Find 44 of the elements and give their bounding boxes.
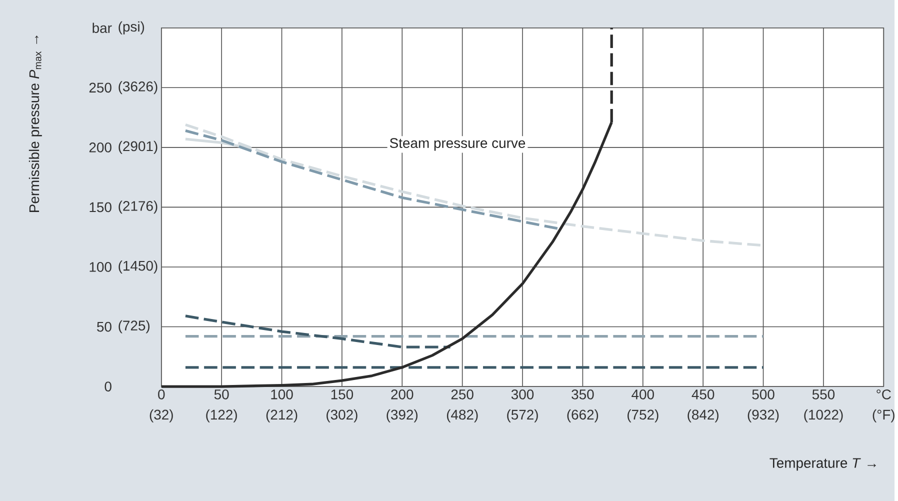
x-tick-label: 500 bbox=[752, 389, 774, 400]
y2-tick-label: (psi) bbox=[118, 21, 144, 34]
x2-tick-label: (392) bbox=[386, 409, 418, 422]
x-tick-label: 450 bbox=[692, 389, 714, 400]
y-tick-label: 250 bbox=[89, 82, 112, 93]
y2-tick-label: (725) bbox=[118, 320, 150, 334]
x-tick-label: 0 bbox=[158, 389, 165, 400]
x-tick-label: 350 bbox=[572, 389, 594, 400]
y2-tick-label: (2901) bbox=[118, 140, 158, 154]
x-tick-label: °C bbox=[876, 389, 891, 400]
y-tick-label: 200 bbox=[89, 142, 112, 152]
x2-tick-label: (1022) bbox=[804, 409, 843, 422]
annotation: Steam pressure curve bbox=[390, 138, 526, 151]
x2-tick-label: (662) bbox=[567, 409, 598, 422]
y2-tick-label: (1450) bbox=[118, 260, 158, 274]
x2-tick-label: (°F) bbox=[872, 409, 894, 422]
x2-tick-label: (752) bbox=[628, 409, 658, 422]
x-tick-label: 550 bbox=[812, 389, 835, 400]
x2-tick-label: (572) bbox=[507, 409, 538, 422]
line-series bbox=[184, 314, 452, 348]
line-series bbox=[184, 129, 560, 230]
x2-tick-label: (212) bbox=[266, 409, 298, 422]
x-tick-label: 250 bbox=[451, 389, 474, 400]
x-tick-label: 100 bbox=[271, 389, 293, 400]
x-tick-label: 50 bbox=[214, 389, 229, 400]
x-axis-title: Temperature T → bbox=[770, 458, 876, 471]
x2-tick-label: (842) bbox=[688, 409, 718, 422]
x2-tick-label: (932) bbox=[748, 409, 779, 422]
y2-tick-label: (3626) bbox=[118, 81, 158, 94]
x2-tick-label: (32) bbox=[150, 409, 173, 422]
y-tick-label: 150 bbox=[90, 202, 112, 212]
y-axis-title: Permissible pressure P$_{max}$ → bbox=[28, 36, 42, 212]
y-tick-label: 50 bbox=[97, 322, 112, 332]
x2-tick-label: (302) bbox=[326, 409, 358, 422]
x2-tick-label: (482) bbox=[446, 409, 478, 422]
x-tick-label: 200 bbox=[391, 389, 414, 400]
y2-tick-label: (2176) bbox=[118, 200, 158, 214]
x-tick-label: 150 bbox=[331, 389, 354, 400]
y-tick-label: 0 bbox=[104, 382, 112, 392]
x-tick-label: 300 bbox=[511, 389, 534, 400]
y-tick-label: bar bbox=[92, 22, 112, 33]
x2-tick-label: (122) bbox=[206, 409, 237, 422]
x-tick-label: 400 bbox=[632, 389, 654, 400]
y-tick-label: 100 bbox=[90, 262, 112, 272]
